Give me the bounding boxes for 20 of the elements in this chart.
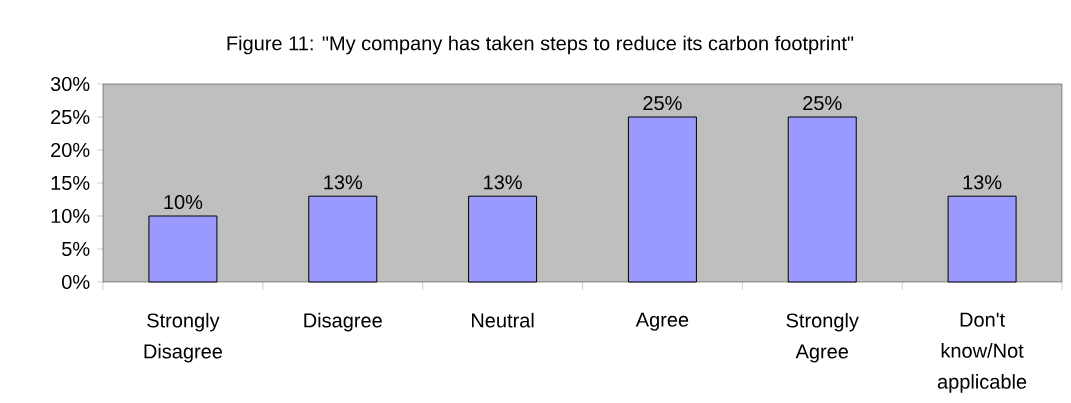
y-tick-label: 15%: [51, 175, 90, 191]
x-tick-label: Strongly Disagree: [144, 312, 223, 363]
data-label: 13%: [484, 175, 522, 190]
data-label: 10%: [164, 194, 203, 210]
y-tick-label: 5%: [62, 241, 90, 257]
y-tick-label: 0%: [62, 274, 90, 290]
x-tick-label: Strongly Agree: [786, 312, 859, 363]
data-label: 13%: [963, 175, 1002, 190]
y-tick-label: 30%: [50, 76, 90, 92]
x-tick-label: Don't know/Not applicable: [937, 312, 1027, 393]
data-label: 13%: [324, 175, 363, 190]
y-tick-label: 25%: [51, 109, 90, 125]
x-tick-label: Neutral: [472, 312, 534, 328]
x-tick-label: Agree: [635, 312, 689, 331]
y-tick-label: 10%: [51, 208, 90, 224]
data-label: 25%: [803, 95, 842, 111]
chart-title: Figure 11: "My company has taken steps to reduce its carbon footprint": [227, 35, 854, 55]
data-label: 25%: [643, 95, 682, 111]
y-tick-label: 20%: [51, 142, 90, 158]
x-tick-label: Disagree: [304, 312, 382, 332]
